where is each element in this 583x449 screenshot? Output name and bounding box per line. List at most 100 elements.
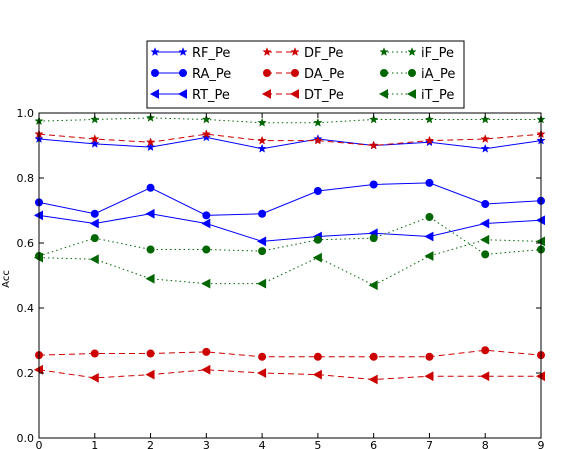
data-point	[313, 235, 322, 244]
legend-marker	[290, 47, 300, 56]
legend-marker	[263, 69, 271, 77]
legend-marker	[178, 47, 188, 56]
data-point	[425, 213, 434, 221]
series-line	[38, 349, 542, 358]
data-point	[89, 254, 99, 265]
data-point	[313, 117, 323, 127]
legend-label: DF_Pe	[304, 46, 343, 61]
legend-entry-iA_Pe: iA_Pe	[380, 67, 455, 82]
data-point	[480, 143, 490, 153]
x-tick-label: 6	[370, 439, 377, 449]
data-point	[201, 129, 212, 139]
data-point	[369, 180, 378, 189]
data-point	[481, 346, 490, 355]
legend-marker	[179, 69, 187, 77]
legend-label: iA_Pe	[421, 67, 455, 82]
data-point	[202, 245, 211, 254]
series-line	[38, 182, 542, 216]
legend-entry-DA_Pe: DA_Pe	[263, 67, 345, 82]
data-point	[90, 114, 100, 124]
y-tick-label: 0.8	[17, 172, 35, 185]
data-point	[90, 349, 99, 358]
legend-label: iF_Pe	[421, 46, 454, 61]
data-point	[257, 368, 267, 378]
data-point	[481, 200, 490, 208]
data-point	[368, 374, 378, 385]
data-point	[145, 208, 155, 219]
y-tick-label: 0.0	[17, 432, 35, 445]
data-point	[201, 114, 212, 124]
legend-entry-iF_Pe: iF_Pe	[379, 46, 454, 61]
data-point	[313, 352, 322, 361]
series-line	[38, 136, 542, 150]
x-tick-label: 9	[538, 439, 545, 449]
legend-entry-DF_Pe: DF_Pe	[262, 46, 343, 61]
data-point	[145, 369, 155, 380]
data-point	[201, 278, 211, 289]
data-point	[146, 183, 155, 192]
data-point	[425, 352, 434, 361]
y-tick-label: 0.4	[17, 302, 35, 315]
legend-marker	[406, 89, 416, 99]
legend-marker	[408, 69, 416, 77]
data-point	[480, 218, 490, 229]
data-point	[201, 132, 212, 142]
legend-marker	[262, 47, 272, 56]
legend-marker	[380, 69, 388, 77]
data-point	[258, 352, 267, 361]
data-point	[201, 364, 211, 375]
series-RF_Pe	[34, 132, 546, 153]
axes: Acc 0.0 0.2 0.4 0.6 0.8 1.0 0 1 2 3 4 5 6 7 8 9	[1, 107, 545, 449]
data-point	[313, 187, 322, 195]
series-DA_Pe	[35, 346, 545, 361]
data-point	[258, 247, 267, 256]
legend-label: RA_Pe	[192, 67, 231, 82]
data-point	[145, 273, 155, 284]
legend-marker	[407, 47, 417, 56]
data-point	[257, 278, 267, 289]
legend-label: iT_Pe	[421, 88, 454, 103]
data-point	[424, 251, 434, 261]
legend-marker	[149, 89, 159, 99]
y-tick-label: 0.6	[17, 237, 35, 250]
data-point	[369, 352, 378, 361]
series-line	[38, 133, 542, 147]
legend-entry-RA_Pe: RA_Pe	[151, 67, 231, 82]
data-point	[90, 134, 100, 143]
data-point	[480, 114, 490, 124]
data-point	[424, 114, 435, 124]
data-point	[480, 134, 490, 143]
data-point	[313, 135, 323, 145]
legend-marker	[379, 47, 389, 56]
data-point	[312, 252, 322, 263]
plot-area	[33, 112, 546, 385]
legend: RF_Pe RA_Pe RT_Pe DF_Pe DA_Pe DT_Pe iF_Pe iA_Pe…	[146, 40, 465, 109]
data-point	[89, 373, 99, 383]
series-line	[38, 117, 541, 124]
x-tick-label: 8	[482, 439, 489, 449]
series-iF_Pe	[34, 112, 546, 127]
data-point	[89, 218, 99, 229]
legend-label: RF_Pe	[192, 46, 230, 61]
data-point	[202, 347, 211, 356]
legend-entry-DT_Pe: DT_Pe	[261, 88, 344, 103]
data-point	[202, 211, 211, 220]
legend-entry-RF_Pe: RF_Pe	[150, 46, 230, 61]
series-DF_Pe	[34, 129, 546, 150]
data-point	[257, 117, 267, 127]
legend-entry-iT_Pe: iT_Pe	[378, 88, 454, 103]
legend-entry-RT_Pe: RT_Pe	[149, 88, 230, 103]
data-point	[90, 138, 100, 148]
data-point	[258, 209, 267, 218]
data-point	[90, 209, 99, 218]
legend-marker	[177, 89, 187, 99]
x-tick-label: 4	[259, 439, 266, 449]
data-point	[201, 218, 211, 229]
series-line	[38, 216, 542, 257]
x-tick-label: 7	[426, 439, 433, 449]
x-tick-label: 3	[203, 439, 210, 449]
y-tick-label: 1.0	[17, 107, 35, 120]
data-point	[368, 114, 379, 124]
plot-frame	[38, 112, 542, 439]
data-point	[424, 231, 434, 242]
